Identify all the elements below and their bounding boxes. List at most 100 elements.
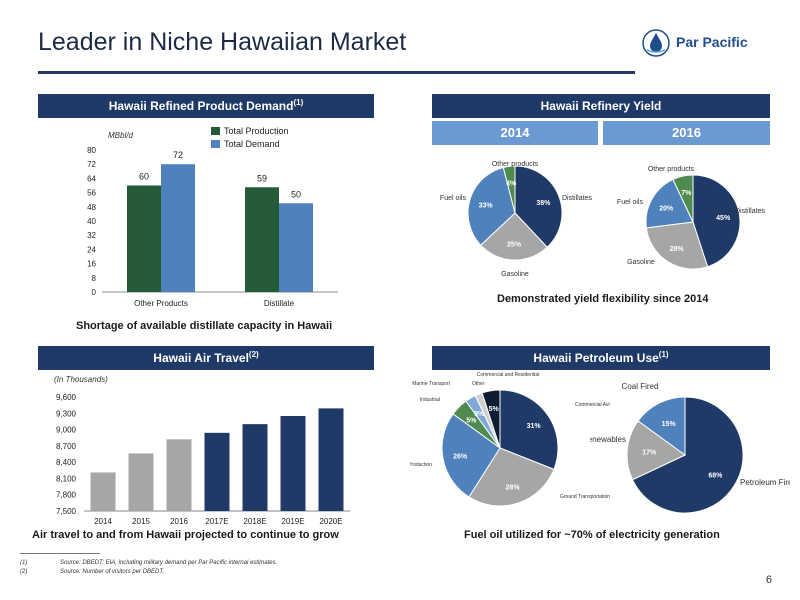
demand-section-header: Hawaii Refined Product Demand(1) <box>38 94 374 118</box>
brand-name: Par Pacific <box>676 34 748 50</box>
pie-category-label: Fuel oils <box>617 199 644 206</box>
yield-2016-pie: 45% Distillates 28% Gasoline 20% Fuel oils 7% O… <box>617 166 765 270</box>
pie-slice <box>631 396 744 514</box>
air-unit-label: (In Thousands) <box>54 375 108 384</box>
y-tick-label: 24 <box>87 245 96 254</box>
bar-total-demand <box>161 164 195 292</box>
air-travel-chart: (In Thousands) 7,500 7,800 8,100 8,400 8,700 9… <box>54 375 350 526</box>
pie-pct-label: 25% <box>507 242 522 249</box>
air-bar <box>318 408 344 511</box>
legend-label: Total Production <box>224 126 289 136</box>
pie-category-label: Industrial <box>420 397 440 403</box>
air-bar <box>166 439 192 511</box>
pie-slice <box>645 178 694 229</box>
bar-data-label: 59 <box>257 173 267 183</box>
y-tick-label: 0 <box>92 288 97 297</box>
page-title: Leader in Niche Hawaiian Market <box>38 28 407 56</box>
y-tick-label: 8,400 <box>56 458 77 467</box>
water-drop-icon <box>642 29 670 57</box>
pie-category-label: Fuel oils <box>440 195 467 202</box>
pie-slice <box>626 420 686 481</box>
x-tick-label: Distillate <box>264 299 295 308</box>
pie-pct-label: 20% <box>659 205 674 212</box>
air-bar <box>242 424 268 511</box>
y-tick-label: 40 <box>87 217 96 226</box>
air-bar <box>90 472 116 511</box>
yield-caption: Demonstrated yield flexibility since 201… <box>497 293 709 305</box>
yield-tab-2014: 2014 <box>432 121 598 145</box>
pie-category-label: Gasoline <box>501 271 529 278</box>
pie-category-label: Distillates <box>562 195 592 202</box>
x-tick-label: Other Products <box>134 299 188 308</box>
air-bar <box>280 416 306 511</box>
title-divider <box>38 71 635 74</box>
pie-category-label: Other <box>472 381 485 387</box>
pie-slice <box>441 413 501 498</box>
pie-pct-label: 31% <box>527 423 542 430</box>
petro-section-header: Hawaii Petroleum Use(1) <box>432 346 770 370</box>
x-tick-label: 2014 <box>94 517 112 526</box>
demand-chart: MBbl/d 0 8 16 24 32 40 48 56 64 72 80 60 72 Other Prod… <box>87 126 338 308</box>
y-tick-label: 8,700 <box>56 442 77 451</box>
y-tick-label: 32 <box>87 231 96 240</box>
demand-caption: Shortage of available distillate capacit… <box>76 320 333 332</box>
y-tick-label: 9,000 <box>56 426 77 435</box>
pie-slice <box>467 166 516 246</box>
pie-pct-label: 38% <box>536 200 551 207</box>
legend-swatch <box>211 127 220 135</box>
bar-data-label: 72 <box>173 150 183 160</box>
pie-slice <box>481 389 501 449</box>
pie-slice <box>502 165 516 214</box>
bar-total-production <box>127 185 161 292</box>
y-tick-label: 7,800 <box>56 491 77 500</box>
footnote-divider <box>20 553 100 554</box>
electricity-generation-pie: 68% Petroleum Fired 17% Renewables 15% Coal F… <box>590 382 790 514</box>
pie-category-label: Distillates <box>735 208 765 215</box>
footnote-1-number: (1) <box>20 560 28 566</box>
y-tick-label: 9,600 <box>56 393 77 402</box>
par-pacific-logo: Par Pacific <box>640 28 780 58</box>
x-tick-label: 2019E <box>281 517 304 526</box>
pie-pct-label: 5% <box>489 406 500 413</box>
pie-pct-label: 28% <box>670 246 685 253</box>
petro-caption: Fuel oil utilized for ~70% of electricit… <box>464 529 720 541</box>
yield-tab-2016: 2016 <box>603 121 770 145</box>
y-tick-label: 64 <box>87 174 96 183</box>
y-tick-label: 9,300 <box>56 409 77 418</box>
pie-slice <box>499 389 559 471</box>
bar-data-label: 60 <box>139 172 149 182</box>
x-tick-label: 2018E <box>243 517 266 526</box>
air-section-header: Hawaii Air Travel(2) <box>38 346 374 370</box>
pie-slice <box>480 212 548 261</box>
pie-category-label: Other products <box>648 166 695 173</box>
pie-pct-label: 68% <box>708 472 723 479</box>
page-number: 6 <box>765 574 772 586</box>
pie-pct-label: 7% <box>681 190 692 197</box>
air-bar <box>128 453 154 511</box>
pie-pct-label: 45% <box>716 215 731 222</box>
air-caption: Air travel to and from Hawaii projected … <box>32 529 339 541</box>
pie-slice <box>468 447 555 507</box>
yield-2014-pie: 38% Distillates 25% Gasoline 33% Fuel oils 4% O… <box>440 161 593 278</box>
pie-category-label: Petroleum Fired <box>740 478 790 487</box>
legend-swatch <box>211 140 220 148</box>
bar-total-production <box>245 187 279 292</box>
y-tick-label: 48 <box>87 203 96 212</box>
air-bar <box>204 432 230 511</box>
x-tick-label: 2016 <box>170 517 188 526</box>
footnote-1-text: Source: DBEDT; EIA, including military d… <box>60 560 278 566</box>
pie-category-label: Ground Transportation <box>560 494 610 500</box>
y-tick-label: 56 <box>87 189 96 198</box>
y-tick-label: 80 <box>87 146 96 155</box>
pie-pct-label: 5% <box>466 417 477 424</box>
pie-slice <box>672 174 694 223</box>
y-tick-label: 8,100 <box>56 474 77 483</box>
bar-data-label: 50 <box>291 189 301 199</box>
pie-category-label: Marine Transport <box>412 381 450 387</box>
y-tick-label: 8 <box>92 274 97 283</box>
pie-category-label: Renewables <box>590 435 626 444</box>
x-tick-label: 2017E <box>205 517 228 526</box>
pie-slice <box>645 221 709 270</box>
pie-category-label: Coal Fired <box>622 382 659 391</box>
pie-slice <box>692 174 741 268</box>
